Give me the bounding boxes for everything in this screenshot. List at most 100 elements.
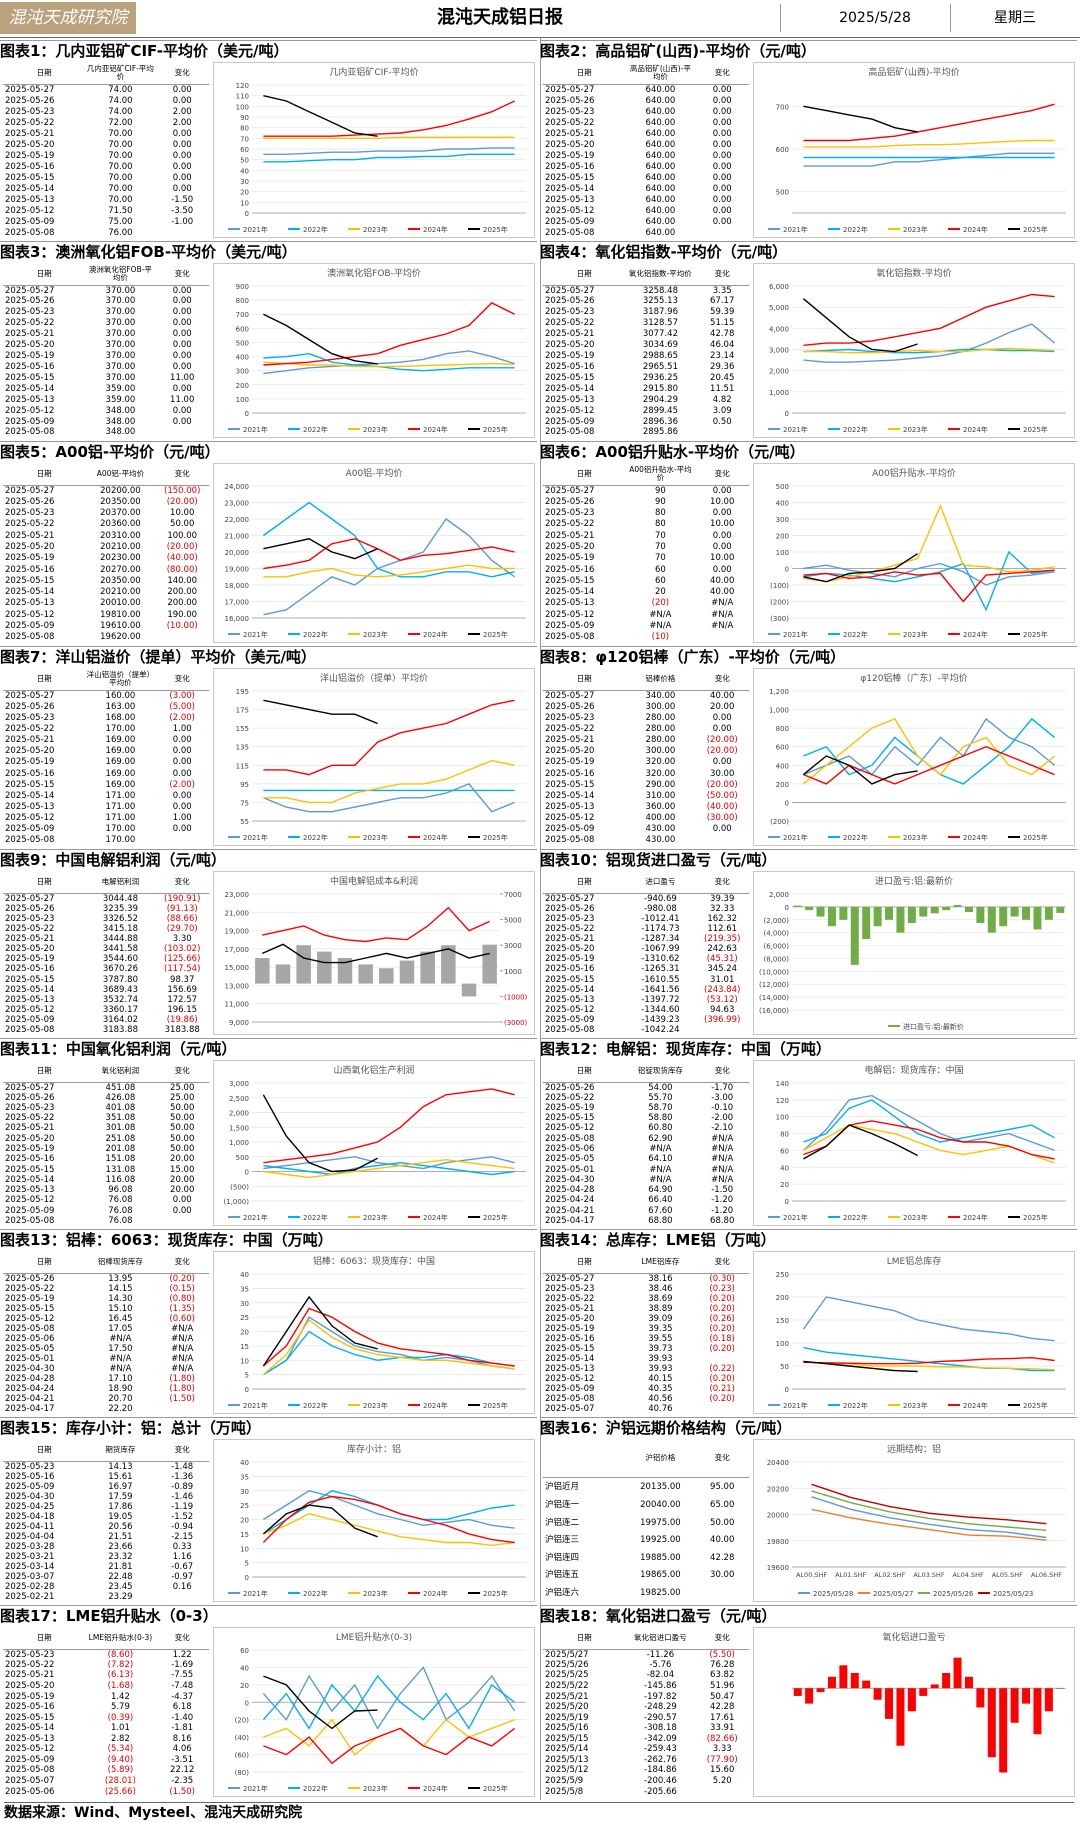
- y-tick-label: 300: [776, 516, 789, 524]
- table-row: 2025-05-23 401.08 50.00: [3, 1103, 209, 1113]
- table-cell: 172.57: [167, 994, 198, 1005]
- table-cell: #N/A: [171, 1343, 194, 1354]
- header-row: 日期 高品铝矿(山西)-平均价 变化: [543, 62, 749, 85]
- table-cell: 2025-05-22: [5, 1113, 55, 1124]
- legend-label: 2025/05/26: [933, 1590, 974, 1598]
- table-cell: 2025-05-08: [5, 632, 55, 643]
- table-cell: -7.55: [171, 1670, 194, 1681]
- series-line: [803, 105, 918, 133]
- table-row: 2025-05-08 348.00: [3, 427, 209, 438]
- table-cell: 2025-05-20: [5, 542, 55, 553]
- table-cell: 2025-05-12: [545, 405, 595, 416]
- y-tick-label: 400: [236, 354, 249, 362]
- legend-label: 2023年: [903, 425, 928, 434]
- table-row: 2025-05-21 301.08 50.00: [3, 1123, 209, 1133]
- table-cell: 17.50: [108, 1343, 133, 1354]
- column-rule: [540, 38, 541, 1800]
- table-cell: 2025-05-21: [545, 933, 595, 944]
- table-cell: [155, 1216, 209, 1226]
- table-row: 沪铝连一 20040.00 65.00: [543, 1496, 749, 1514]
- chart-title: 电解铝：现货库存：中国: [864, 1064, 963, 1076]
- table-row: 沪铝连二 19975.00 50.00: [543, 1514, 749, 1532]
- y-tick-label: 400: [776, 500, 789, 508]
- table-cell: 640.00: [645, 128, 676, 139]
- table-cell: 2025-05-13: [5, 194, 55, 205]
- table-cell: 沪铝连四: [545, 1552, 580, 1563]
- table-cell: 2025-05-13: [5, 394, 55, 405]
- y-tick-label: 40: [780, 1164, 789, 1172]
- table-cell: -308.18: [644, 1723, 677, 1734]
- table-cell: 2025-05-08: [5, 1025, 55, 1036]
- table-cell: 2025/5/22: [545, 1680, 589, 1691]
- table-row: 2025-02-28 23.45 0.16: [3, 1582, 209, 1592]
- table-cell: #N/A: [711, 1133, 734, 1144]
- bar: [942, 1672, 951, 1689]
- legend-label: 2024年: [423, 1213, 448, 1222]
- table-cell: -1.50: [711, 1185, 734, 1196]
- y-tick-label: 140: [776, 1080, 789, 1088]
- table-cell: 2025-05-07: [5, 1776, 55, 1787]
- table-cell: -1.46: [171, 1491, 194, 1502]
- y-tick-label: 500: [776, 483, 789, 491]
- y-tick-label: 0: [245, 1169, 249, 1177]
- table-cell: 2025-05-21: [5, 128, 55, 139]
- bar: [896, 906, 905, 933]
- table-row: 2025-05-15 3787.80 98.37: [3, 974, 209, 985]
- table-cell: 2025-04-21: [545, 1205, 595, 1216]
- bar: [816, 1688, 825, 1693]
- table-header: 几内亚铝矿CIF-平均价: [85, 62, 156, 85]
- table-cell: 2025-04-28: [5, 1374, 55, 1385]
- table-header: 铝锭现货库存: [625, 1060, 696, 1083]
- report-date: 2025/5/28: [839, 10, 911, 26]
- table-cell: (20.00): [166, 542, 198, 553]
- table-header: 日期: [3, 263, 86, 286]
- table-row: 2025-05-23 168.00 (2.00): [3, 712, 209, 723]
- table-cell: 2025-05-22: [5, 117, 55, 128]
- table-cell: 2025-05-27: [545, 893, 595, 904]
- bar: [255, 958, 270, 984]
- table-cell: 2988.65: [642, 350, 678, 361]
- table-cell: 2025-03-07: [5, 1572, 55, 1583]
- legend-label: 2023年: [903, 1213, 928, 1222]
- table-row: 2025-05-22 80 10.00: [543, 519, 749, 530]
- table-cell: 2025-05-12: [5, 205, 55, 216]
- table-row: 2025-05-22 72.00 2.00: [3, 117, 209, 128]
- table-header: A00铝-平均价: [85, 463, 156, 486]
- table-cell: (45.31): [706, 954, 738, 965]
- table-cell: 251.08: [105, 1133, 136, 1144]
- series-line: [802, 298, 918, 353]
- table-cell: 19810.00: [100, 609, 141, 620]
- table-row: 2025-05-22 170.00 1.00: [3, 723, 209, 734]
- table-cell: 359.00: [105, 394, 136, 405]
- table-cell: 19865.00: [640, 1570, 681, 1581]
- table-header: 日期: [3, 1439, 86, 1462]
- table-cell: -0.67: [171, 1562, 194, 1573]
- table-cell: 2025-05-26: [5, 95, 55, 106]
- bar: [399, 960, 415, 984]
- table-cell: 280.00: [645, 712, 676, 723]
- table-row: 2025-05-23 3326.52 (88.66): [3, 914, 209, 924]
- table-cell: #N/A: [711, 1174, 734, 1185]
- table-row: 2025-05-22 (7.82) -1.69: [3, 1660, 209, 1671]
- table-cell: #N/A: [711, 621, 734, 632]
- table-cell: 68.80: [648, 1216, 673, 1227]
- y-tick-label: 25: [240, 1314, 249, 1322]
- bar: [379, 968, 394, 984]
- table-cell: (0.60): [169, 1313, 195, 1324]
- table-row: 2025-05-13 360.00 (40.00): [543, 801, 749, 812]
- table-cell: 2025-05-15: [545, 1113, 595, 1124]
- table-cell: 19825.00: [640, 1588, 681, 1599]
- legend-label: 2024年: [423, 1784, 448, 1793]
- table-row: 2025-05-22 -1174.73 112.61: [543, 924, 749, 934]
- table-cell: 2025-03-14: [5, 1562, 55, 1573]
- y-tick-label: 20400: [767, 1459, 789, 1467]
- table-cell: (20.00): [706, 735, 738, 746]
- table-row: 2025-05-23 -1012.41 162.32: [543, 914, 749, 924]
- table-cell: 0.00: [712, 106, 732, 117]
- table-row: 2025/5/19 -290.57 17.61: [543, 1712, 749, 1723]
- y-tick-label: 1,200: [769, 688, 789, 696]
- y-tick-label: 115: [236, 762, 249, 770]
- table-cell: 40.00: [710, 587, 735, 598]
- table-cell: 4.82: [712, 394, 732, 405]
- table-cell: 74.00: [108, 106, 133, 117]
